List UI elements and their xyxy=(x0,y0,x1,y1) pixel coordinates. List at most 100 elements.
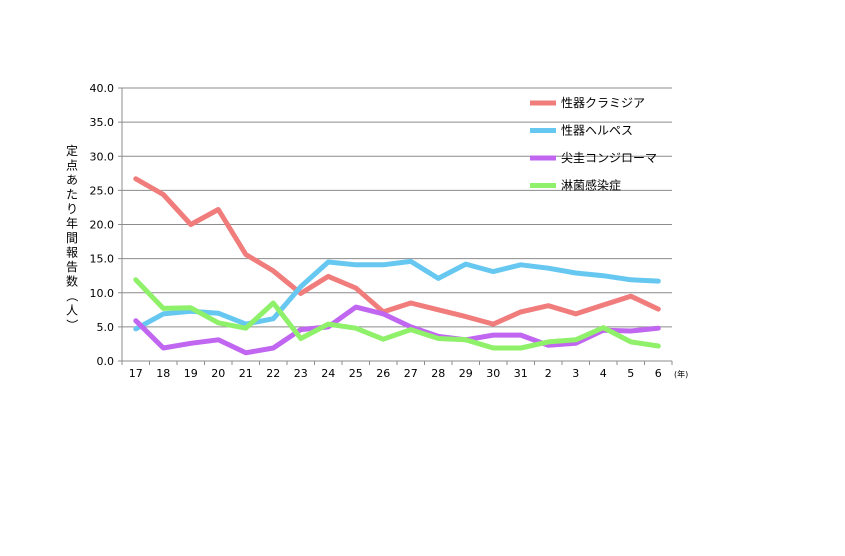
x-tick-label: 2 xyxy=(545,367,552,380)
y-axis-label-char: 人 xyxy=(66,304,78,318)
y-axis-ticks: 0.0 5.0 10.0 15.0 20.0 25.0 30.0 35.0 40.0 xyxy=(90,82,122,368)
x-tick-label: 19 xyxy=(184,367,198,380)
x-tick-label: 6 xyxy=(655,367,662,380)
data-point xyxy=(601,325,606,330)
series-lines xyxy=(133,176,661,356)
data-point xyxy=(353,285,358,290)
data-point xyxy=(271,316,276,321)
data-point xyxy=(628,294,633,299)
y-axis-label-char: 年 xyxy=(66,217,78,231)
data-point xyxy=(408,300,413,305)
data-point xyxy=(518,333,523,338)
data-point xyxy=(326,260,331,265)
y-tick-label: 30.0 xyxy=(90,150,115,163)
data-point xyxy=(463,314,468,319)
data-point xyxy=(326,322,331,327)
x-tick-label: 31 xyxy=(514,367,528,380)
x-tick-label: 29 xyxy=(459,367,473,380)
data-point xyxy=(161,311,166,316)
data-point xyxy=(601,303,606,308)
data-point xyxy=(271,300,276,305)
y-axis-label-char: あ xyxy=(66,173,78,187)
x-tick-label: 20 xyxy=(211,367,225,380)
x-tick-label: 27 xyxy=(404,367,418,380)
y-axis-label-char: 定 xyxy=(66,143,78,158)
y-axis-label-char: 点 xyxy=(66,159,78,173)
data-point xyxy=(381,262,386,267)
data-point xyxy=(546,339,551,344)
y-axis-label-char: ） xyxy=(65,319,79,331)
data-point xyxy=(353,326,358,331)
data-point xyxy=(656,279,661,284)
data-point xyxy=(463,337,468,342)
data-point xyxy=(628,328,633,333)
y-axis-label-char: 告 xyxy=(66,260,78,274)
data-point xyxy=(656,326,661,331)
data-point xyxy=(381,311,386,316)
y-axis-label-char: 報 xyxy=(66,246,78,260)
y-tick-label: 35.0 xyxy=(90,116,115,129)
y-axis-label-char: 数 xyxy=(66,274,78,289)
series-line-0 xyxy=(133,176,661,327)
y-tick-label: 20.0 xyxy=(90,219,115,232)
data-point xyxy=(243,350,248,355)
legend-label: 性器クラミジア xyxy=(561,96,645,110)
data-point xyxy=(491,322,496,327)
data-point xyxy=(271,346,276,351)
data-point xyxy=(491,269,496,274)
data-point xyxy=(243,252,248,257)
data-point xyxy=(133,277,138,282)
data-point xyxy=(601,273,606,278)
data-point xyxy=(161,306,166,311)
data-point xyxy=(573,311,578,316)
data-point xyxy=(216,337,221,342)
y-axis-label-char: り xyxy=(66,202,78,216)
data-point xyxy=(491,346,496,351)
data-point xyxy=(436,307,441,312)
data-point xyxy=(408,327,413,332)
data-point xyxy=(518,309,523,314)
data-point xyxy=(353,262,358,267)
data-point xyxy=(298,327,303,332)
y-tick-label: 15.0 xyxy=(90,253,115,266)
data-point xyxy=(243,326,248,331)
data-point xyxy=(326,274,331,279)
x-tick-label: 30 xyxy=(486,367,500,380)
y-tick-label: 40.0 xyxy=(90,82,115,95)
data-point xyxy=(491,333,496,338)
data-point xyxy=(133,176,138,181)
gridlines xyxy=(122,87,672,362)
data-point xyxy=(133,318,138,323)
data-point xyxy=(381,337,386,342)
data-point xyxy=(656,307,661,312)
data-point xyxy=(298,284,303,289)
data-point xyxy=(518,346,523,351)
legend-label: 淋菌感染症 xyxy=(561,178,621,193)
data-point xyxy=(133,326,138,331)
x-tick-label: 5 xyxy=(627,367,634,380)
x-tick-label: 26 xyxy=(376,367,390,380)
legend-label: 尖圭コンジローマ xyxy=(561,151,657,165)
x-tick-label: 22 xyxy=(266,367,280,380)
x-tick-label: 4 xyxy=(600,367,607,380)
x-tick-label: 21 xyxy=(239,367,253,380)
x-tick-label: 23 xyxy=(294,367,308,380)
data-point xyxy=(546,266,551,271)
x-tick-label: 3 xyxy=(572,367,579,380)
y-axis-label-char: （ xyxy=(65,290,79,302)
legend-label: 性器ヘルペス xyxy=(561,124,633,138)
data-point xyxy=(628,339,633,344)
data-point xyxy=(216,207,221,212)
data-point xyxy=(216,311,221,316)
data-point xyxy=(271,268,276,273)
data-point xyxy=(656,343,661,348)
series-line-1 xyxy=(133,258,661,332)
data-point xyxy=(573,337,578,342)
data-point xyxy=(408,259,413,264)
data-point xyxy=(298,336,303,341)
data-point xyxy=(188,222,193,227)
data-point xyxy=(463,262,468,267)
